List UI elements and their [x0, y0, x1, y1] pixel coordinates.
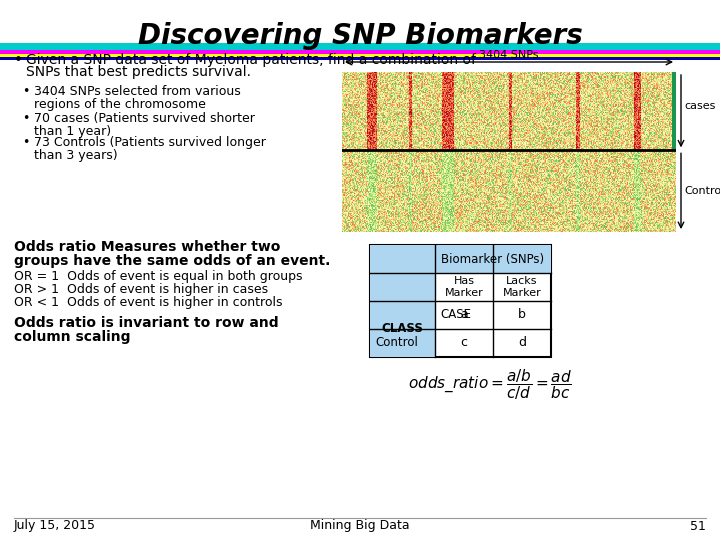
Text: Control: Control: [375, 336, 418, 349]
Bar: [0, 54, 720, 57]
Text: •: •: [14, 53, 23, 68]
Text: Lacks
Marker: Lacks Marker: [503, 276, 541, 298]
Text: Odds ratio is invariant to row and: Odds ratio is invariant to row and: [14, 316, 279, 330]
Text: d: d: [518, 336, 526, 349]
Text: Mining Big Data: Mining Big Data: [310, 519, 410, 532]
Text: •: •: [22, 112, 30, 125]
Text: groups have the same odds of an event.: groups have the same odds of an event.: [14, 254, 330, 268]
Text: cases: cases: [684, 101, 716, 111]
Text: 70 cases (Patients survived shorter: 70 cases (Patients survived shorter: [34, 112, 255, 125]
Text: Odds ratio Measures whether two: Odds ratio Measures whether two: [14, 240, 280, 254]
Text: a: a: [460, 308, 468, 321]
Text: Has
Marker: Has Marker: [445, 276, 483, 298]
Text: July 15, 2015: July 15, 2015: [14, 519, 96, 532]
Text: 51: 51: [690, 519, 706, 532]
Text: than 3 years): than 3 years): [34, 149, 117, 162]
Text: regions of the chromosome: regions of the chromosome: [34, 98, 206, 111]
Text: than 1 year): than 1 year): [34, 125, 111, 138]
Bar: [435, 245, 551, 273]
Text: Discovering SNP Biomarkers: Discovering SNP Biomarkers: [138, 22, 582, 50]
Text: OR < 1  Odds of event is higher in controls: OR < 1 Odds of event is higher in contro…: [14, 296, 282, 309]
Text: column scaling: column scaling: [14, 330, 130, 344]
Text: •: •: [22, 136, 30, 149]
Text: Controls: Controls: [684, 186, 720, 196]
Text: Biomarker (SNPs): Biomarker (SNPs): [441, 253, 544, 266]
Text: 73 Controls (Patients survived longer: 73 Controls (Patients survived longer: [34, 136, 266, 149]
Bar: [370, 245, 551, 357]
Text: •: •: [22, 85, 30, 98]
Text: $odds\_ratio = \dfrac{a/b}{c/d} = \dfrac{ad}{bc}$: $odds\_ratio = \dfrac{a/b}{c/d} = \dfrac…: [408, 368, 572, 402]
Text: b: b: [518, 308, 526, 321]
Text: CLASS: CLASS: [382, 322, 423, 335]
Text: 3404 SNPs: 3404 SNPs: [480, 50, 539, 60]
Bar: [0, 43, 720, 50]
Bar: [0, 50, 720, 54]
Text: CASE: CASE: [440, 308, 471, 321]
Text: SNPs that best predicts survival.: SNPs that best predicts survival.: [26, 65, 251, 79]
Bar: [0, 57, 720, 60]
Bar: [370, 245, 435, 357]
Text: OR = 1  Odds of event is equal in both groups: OR = 1 Odds of event is equal in both gr…: [14, 270, 302, 283]
Text: Given a SNP data set of Myeloma patients, find a combination of: Given a SNP data set of Myeloma patients…: [26, 53, 476, 67]
Text: c: c: [461, 336, 467, 349]
Text: OR > 1  Odds of event is higher in cases: OR > 1 Odds of event is higher in cases: [14, 283, 268, 296]
Text: 3404 SNPs selected from various: 3404 SNPs selected from various: [34, 85, 240, 98]
